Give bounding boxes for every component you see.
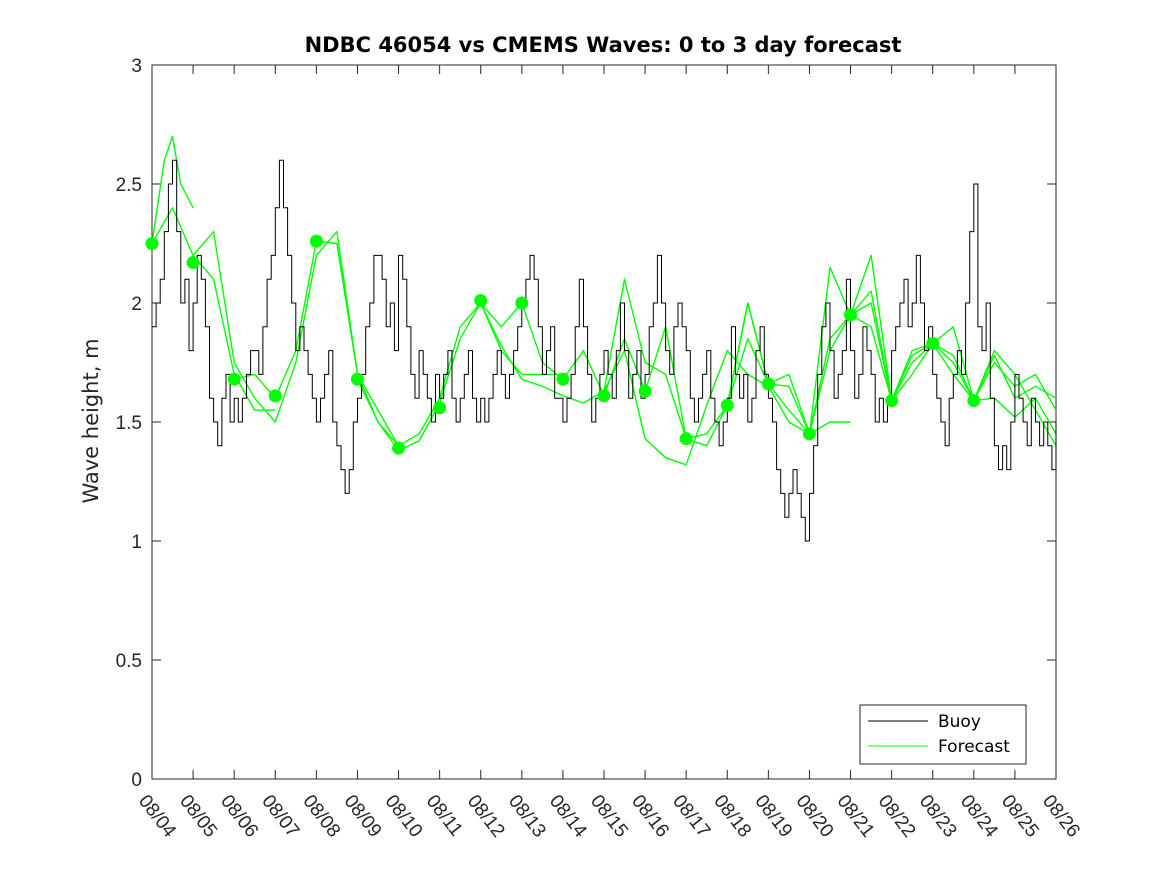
forecast-series-line bbox=[192, 230, 400, 447]
forecast-start-markers bbox=[145, 234, 981, 455]
forecast-start-marker bbox=[392, 441, 406, 455]
forecast-start-marker bbox=[227, 372, 241, 386]
forecast-start-marker bbox=[474, 294, 488, 308]
forecast-start-marker bbox=[350, 372, 364, 386]
buoy-series-line bbox=[152, 159, 1057, 542]
forecast-start-marker bbox=[844, 308, 858, 322]
y-tick-label: 2.5 bbox=[116, 175, 142, 196]
forecast-start-marker bbox=[186, 256, 200, 270]
forecast-start-marker bbox=[268, 389, 282, 403]
legend-forecast-label: Forecast bbox=[938, 737, 1010, 757]
forecast-start-marker bbox=[309, 234, 323, 248]
forecast-start-marker bbox=[597, 389, 611, 403]
forecast-start-marker bbox=[638, 384, 652, 398]
forecast-start-marker bbox=[556, 372, 570, 386]
y-tick-label: 1.5 bbox=[116, 413, 142, 434]
forecast-start-marker bbox=[679, 432, 693, 446]
legend-buoy-label: Buoy bbox=[938, 712, 981, 732]
forecast-start-marker bbox=[433, 401, 447, 415]
forecast-start-marker bbox=[885, 394, 899, 408]
forecast-series-line bbox=[151, 135, 194, 244]
forecast-series-line bbox=[151, 207, 276, 411]
plot-area bbox=[151, 64, 1057, 780]
forecast-start-marker bbox=[515, 296, 529, 310]
y-tick-label: 0.5 bbox=[116, 651, 142, 672]
forecast-start-marker bbox=[761, 377, 775, 391]
legend: Buoy Forecast bbox=[859, 704, 1027, 765]
forecast-start-marker bbox=[145, 237, 159, 250]
forecast-start-marker bbox=[720, 398, 734, 412]
y-tick-label: 0 bbox=[131, 770, 142, 791]
y-axis-label: Wave height, m bbox=[79, 338, 103, 503]
forecast-start-marker bbox=[967, 394, 981, 408]
forecast-series-line bbox=[849, 254, 1057, 447]
y-tick-label: 1 bbox=[131, 532, 142, 553]
y-tick-label: 2 bbox=[131, 294, 142, 315]
forecast-start-marker bbox=[802, 427, 816, 441]
chart-title: NDBC 46054 vs CMEMS Waves: 0 to 3 day fo… bbox=[305, 33, 902, 57]
y-tick-label: 3 bbox=[131, 56, 142, 77]
legend-box bbox=[859, 704, 1027, 765]
forecast-start-marker bbox=[926, 336, 940, 350]
